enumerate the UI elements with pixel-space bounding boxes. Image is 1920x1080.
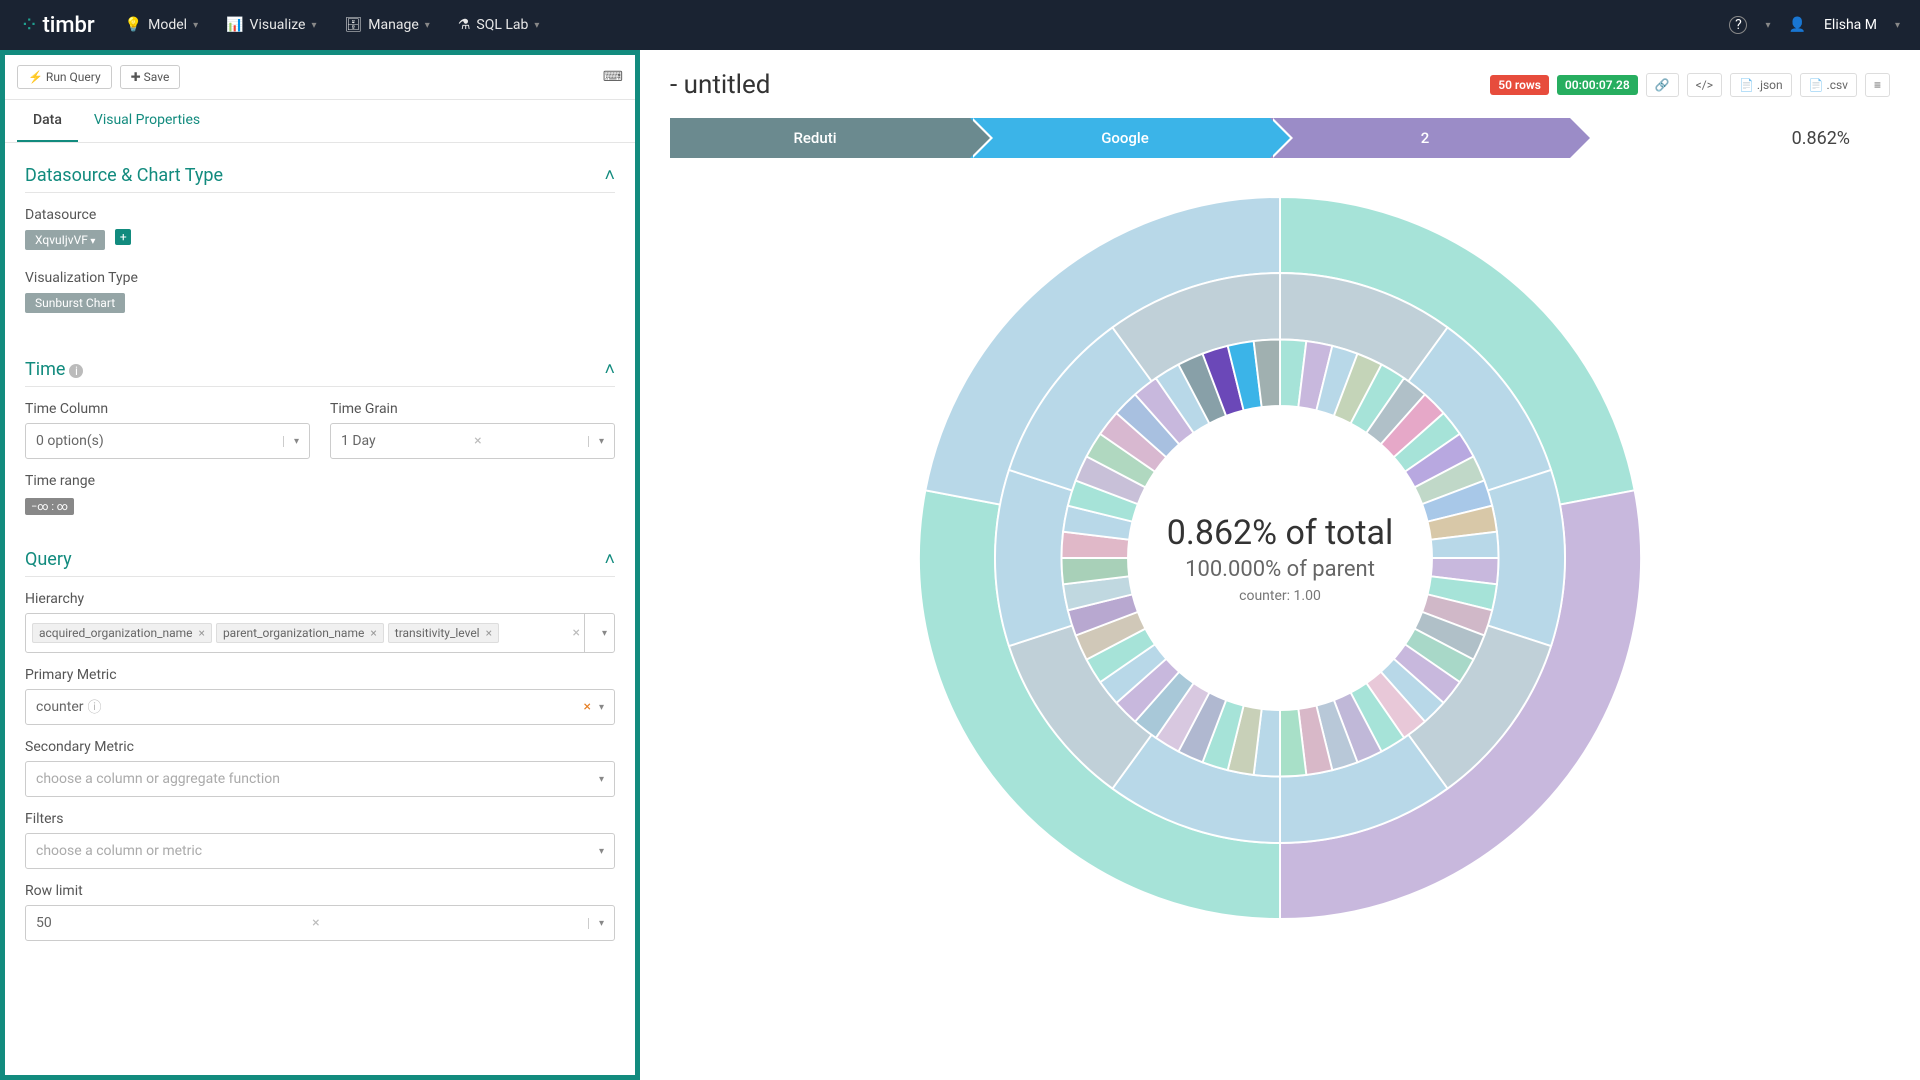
- chart-tools: 50 rows 00:00:07.28 🔗 </> 📄 .json 📄 .csv…: [1490, 73, 1890, 97]
- rows-badge: 50 rows: [1490, 75, 1549, 95]
- filters-select[interactable]: choose a column or metric▾: [25, 833, 615, 869]
- clear-icon[interactable]: ×: [312, 915, 319, 931]
- tab-data[interactable]: Data: [17, 100, 78, 142]
- chevron-down-icon: ▾: [588, 918, 604, 929]
- nav-sqllab[interactable]: ⚗SQL Lab▾: [458, 17, 540, 33]
- brand-text: timbr: [42, 13, 94, 38]
- remove-token-icon[interactable]: ×: [486, 626, 492, 640]
- section-query-head[interactable]: Query ˄: [25, 539, 615, 577]
- time-badge: 00:00:07.28: [1557, 75, 1638, 95]
- top-nav: ⁘ timbr 💡Model▾ 📊Visualize▾ 🗄Manage▾ ⚗SQ…: [0, 0, 1920, 50]
- logo-icon: ⁘: [20, 13, 36, 38]
- chevron-up-icon: ˄: [604, 359, 615, 380]
- chevron-down-icon: ▾: [589, 774, 604, 785]
- clear-icon[interactable]: ×: [583, 699, 590, 715]
- panel-tabs: Data Visual Properties: [5, 100, 635, 143]
- keyboard-icon[interactable]: ⌨: [603, 69, 623, 85]
- datasource-label: Datasource: [25, 207, 615, 223]
- time-column-label: Time Column: [25, 401, 310, 417]
- center-total: 0.862% of total: [1167, 513, 1393, 553]
- chart-header: - untitled 50 rows 00:00:07.28 🔗 </> 📄 .…: [670, 70, 1890, 100]
- chevron-down-icon: ▾: [584, 614, 614, 652]
- breadcrumb-seg[interactable]: Google: [970, 118, 1270, 158]
- info-icon[interactable]: i: [69, 364, 83, 378]
- chevron-down-icon: ▾: [425, 20, 430, 31]
- save-button[interactable]: ✚ Save: [120, 65, 181, 89]
- time-range-label: Time range: [25, 473, 615, 489]
- chart-panel: - untitled 50 rows 00:00:07.28 🔗 </> 📄 .…: [640, 50, 1920, 1080]
- hierarchy-label: Hierarchy: [25, 591, 615, 607]
- remove-token-icon[interactable]: ×: [370, 626, 376, 640]
- viz-type-chip[interactable]: Sunburst Chart: [25, 293, 125, 313]
- time-range-chip[interactable]: −∞ : ∞: [25, 498, 74, 515]
- add-datasource-button[interactable]: +: [115, 229, 131, 245]
- chevron-down-icon: ▾: [599, 702, 604, 713]
- chevron-down-icon: ▾: [589, 846, 604, 857]
- chevron-up-icon: ˄: [604, 165, 615, 186]
- explore-panel: ⚡ Run Query ✚ Save ⌨ Data Visual Propert…: [0, 50, 640, 1080]
- panel-toolbar: ⚡ Run Query ✚ Save ⌨: [5, 55, 635, 100]
- nav-right: ? ▾ 👤 Elisha M ▾: [1729, 16, 1900, 34]
- chevron-down-icon: ▾: [534, 20, 539, 31]
- sunburst-center-label: 0.862% of total 100.000% of parent count…: [1167, 513, 1393, 604]
- primary-metric-label: Primary Metric: [25, 667, 615, 683]
- rowlimit-label: Row limit: [25, 883, 615, 899]
- center-parent: 100.000% of parent: [1167, 557, 1393, 582]
- embed-button[interactable]: </>: [1687, 73, 1722, 97]
- secondary-metric-select[interactable]: choose a column or aggregate function▾: [25, 761, 615, 797]
- viz-type-label: Visualization Type: [25, 270, 615, 286]
- database-icon: 🗄: [345, 17, 363, 33]
- chart-title[interactable]: - untitled: [670, 70, 770, 100]
- link-button[interactable]: 🔗: [1646, 73, 1679, 97]
- chevron-up-icon: ˄: [604, 549, 615, 570]
- chevron-down-icon: ▾: [588, 436, 604, 447]
- hierarchy-token: transitivity_level×: [388, 623, 499, 643]
- breadcrumb-value: 0.862%: [1792, 128, 1890, 149]
- remove-token-icon[interactable]: ×: [199, 626, 205, 640]
- chevron-down-icon: ▾: [193, 20, 198, 31]
- hierarchy-select[interactable]: acquired_organization_name× parent_organ…: [25, 613, 615, 653]
- chevron-down-icon: ▾: [283, 436, 299, 447]
- breadcrumb-seg[interactable]: Reduti: [670, 118, 970, 158]
- time-grain-select[interactable]: 1 Day×▾: [330, 423, 615, 459]
- rowlimit-select[interactable]: 50×▾: [25, 905, 615, 941]
- chevron-down-icon: ▾: [1765, 20, 1770, 31]
- user-icon: 👤: [1789, 17, 1806, 33]
- export-json-button[interactable]: 📄 .json: [1730, 73, 1792, 97]
- time-column-select[interactable]: 0 option(s)▾: [25, 423, 310, 459]
- section-time-head[interactable]: Timei ˄: [25, 349, 615, 387]
- export-csv-button[interactable]: 📄 .csv: [1800, 73, 1857, 97]
- chart-icon: 📊: [226, 17, 243, 33]
- menu-button[interactable]: ≡: [1865, 73, 1890, 97]
- info-icon: ⓘ: [88, 697, 102, 717]
- center-counter: counter: 1.00: [1167, 588, 1393, 604]
- help-icon[interactable]: ?: [1729, 16, 1747, 34]
- nav-manage[interactable]: 🗄Manage▾: [345, 17, 430, 33]
- bulb-icon: 💡: [125, 17, 142, 33]
- chevron-down-icon: ▾: [311, 20, 316, 31]
- sunburst-chart[interactable]: 0.862% of total 100.000% of parent count…: [670, 178, 1890, 938]
- run-query-button[interactable]: ⚡ Run Query: [17, 65, 112, 89]
- hierarchy-token: parent_organization_name×: [216, 623, 384, 643]
- sunburst-breadcrumb: Reduti Google 2 0.862%: [670, 118, 1890, 158]
- filters-label: Filters: [25, 811, 615, 827]
- clear-icon[interactable]: ×: [474, 433, 481, 449]
- panel-body: Datasource & Chart Type ˄ Datasource Xqv…: [5, 143, 635, 1075]
- clear-icon[interactable]: ×: [573, 625, 580, 641]
- brand-logo[interactable]: ⁘ timbr: [20, 13, 95, 38]
- section-datasource-head[interactable]: Datasource & Chart Type ˄: [25, 155, 615, 193]
- time-grain-label: Time Grain: [330, 401, 615, 417]
- breadcrumb-seg[interactable]: 2: [1270, 118, 1570, 158]
- nav-visualize[interactable]: 📊Visualize▾: [226, 17, 316, 33]
- hierarchy-token: acquired_organization_name×: [32, 623, 212, 643]
- chevron-down-icon: ▾: [1895, 20, 1900, 31]
- nav-items: 💡Model▾ 📊Visualize▾ 🗄Manage▾ ⚗SQL Lab▾: [125, 17, 540, 33]
- primary-metric-select[interactable]: counter ⓘ×▾: [25, 689, 615, 725]
- user-name[interactable]: Elisha M: [1824, 17, 1877, 33]
- nav-model[interactable]: 💡Model▾: [125, 17, 198, 33]
- datasource-chip[interactable]: XqvuIjvVF: [25, 230, 105, 250]
- tab-visual-properties[interactable]: Visual Properties: [78, 100, 216, 142]
- flask-icon: ⚗: [458, 17, 471, 33]
- secondary-metric-label: Secondary Metric: [25, 739, 615, 755]
